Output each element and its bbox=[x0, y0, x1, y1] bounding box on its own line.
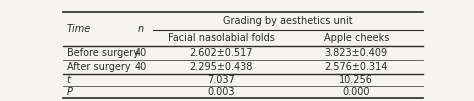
Text: Time: Time bbox=[66, 24, 91, 34]
Text: After surgery: After surgery bbox=[66, 62, 130, 72]
Text: P: P bbox=[66, 87, 73, 97]
Text: t: t bbox=[66, 75, 71, 85]
Text: 10.256: 10.256 bbox=[339, 75, 373, 85]
Text: 2.602±0.517: 2.602±0.517 bbox=[190, 48, 253, 58]
Text: 40: 40 bbox=[134, 48, 146, 58]
Text: 2.295±0.438: 2.295±0.438 bbox=[190, 62, 253, 72]
Text: 0.000: 0.000 bbox=[343, 87, 370, 97]
Text: Apple cheeks: Apple cheeks bbox=[324, 33, 389, 43]
Text: 40: 40 bbox=[134, 62, 146, 72]
Text: 3.823±0.409: 3.823±0.409 bbox=[325, 48, 388, 58]
Text: 7.037: 7.037 bbox=[208, 75, 235, 85]
Text: n: n bbox=[137, 24, 144, 34]
Text: 2.576±0.314: 2.576±0.314 bbox=[325, 62, 388, 72]
Text: Grading by aesthetics unit: Grading by aesthetics unit bbox=[223, 16, 353, 26]
Text: 0.003: 0.003 bbox=[208, 87, 235, 97]
Text: Before surgery: Before surgery bbox=[66, 48, 138, 58]
Text: Facial nasolabial folds: Facial nasolabial folds bbox=[168, 33, 275, 43]
